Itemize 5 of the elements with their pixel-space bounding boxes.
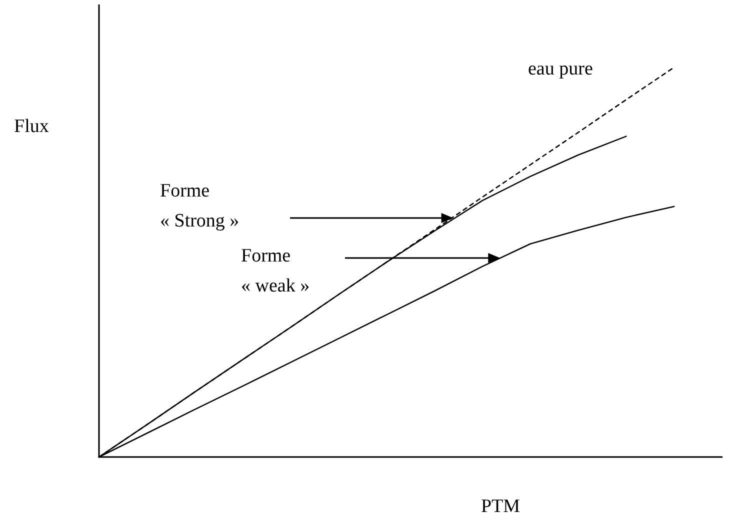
annotation: Forme « weak » xyxy=(241,246,310,296)
y-axis-title: Flux xyxy=(14,116,50,137)
series-label: eau pure xyxy=(528,58,593,80)
x-axis-title: PTM xyxy=(480,496,520,517)
annotation: Forme « Strong » xyxy=(160,180,240,232)
